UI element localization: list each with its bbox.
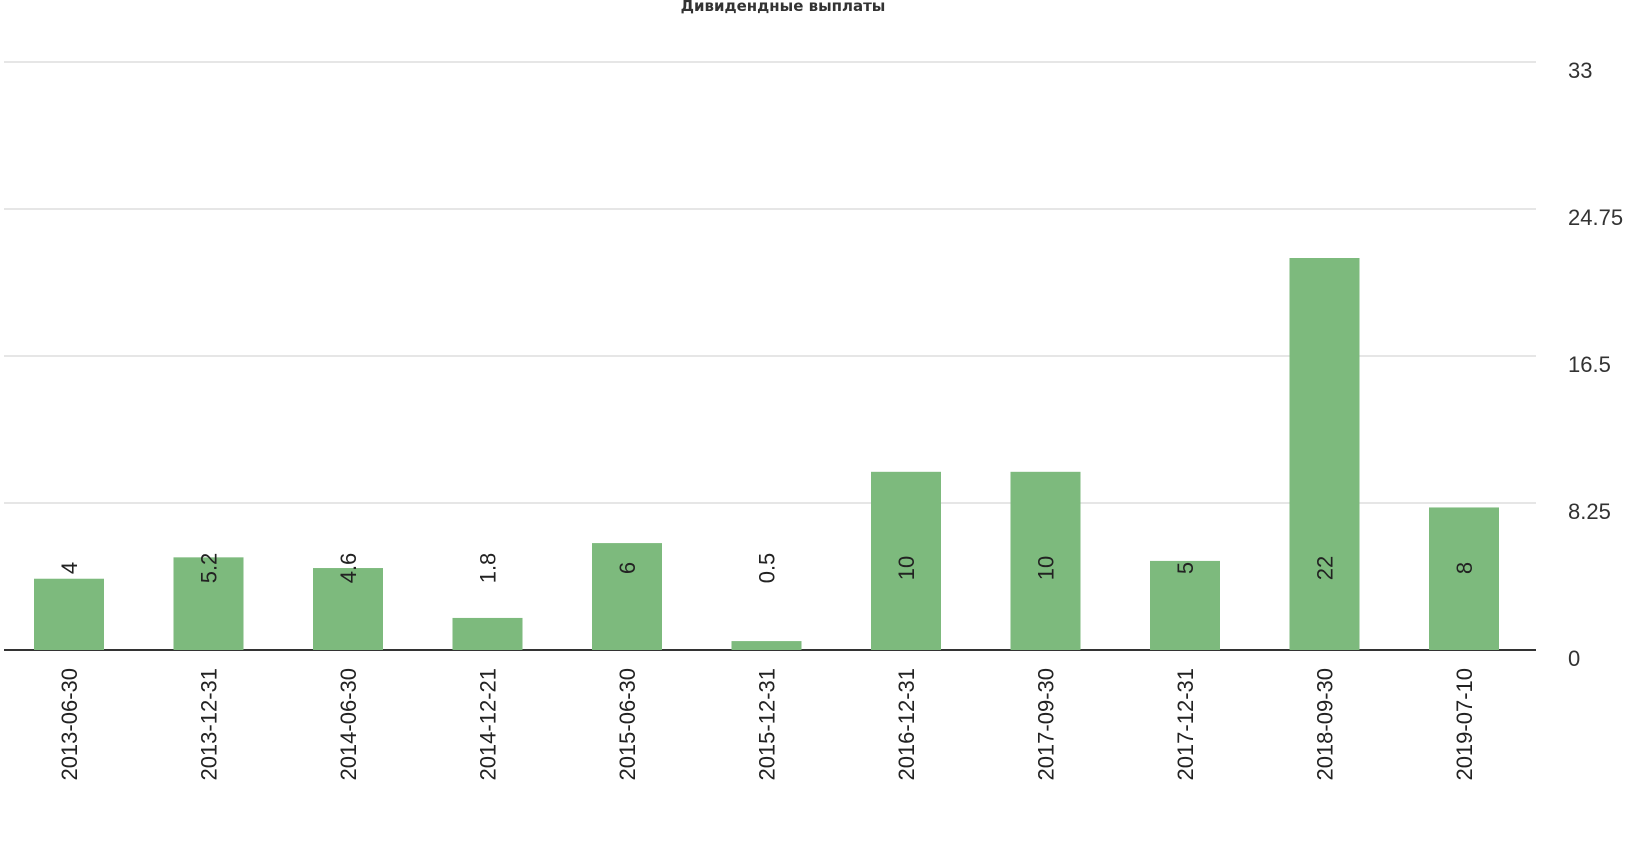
- data-label: 5.2: [197, 553, 222, 584]
- data-label: 8: [1452, 562, 1477, 574]
- data-label: 22: [1313, 556, 1338, 580]
- bars: [34, 258, 1499, 650]
- bar: [452, 617, 523, 650]
- bar: [173, 557, 244, 650]
- chart-title: Дивидендные выплаты: [680, 0, 886, 15]
- y-tick-label: 33: [1568, 58, 1592, 83]
- x-tick-label: 2018-09-30: [1313, 668, 1338, 781]
- bar: [34, 578, 104, 650]
- x-tick-label: 2017-09-30: [1034, 668, 1059, 781]
- y-tick-label: 8.25: [1568, 499, 1611, 524]
- data-label: 4.6: [336, 553, 361, 584]
- y-tick-label: 16.5: [1568, 352, 1611, 377]
- bar: [1010, 471, 1081, 650]
- bar: [1289, 258, 1360, 650]
- y-tick-label: 0: [1568, 646, 1580, 671]
- x-axis-ticks: 2013-06-30 2013-12-31 2014-06-30 2014-12-21…: [57, 668, 1477, 781]
- x-tick-label: 2015-06-30: [615, 668, 640, 781]
- bar: [1429, 507, 1499, 650]
- x-tick-label: 2019-07-10: [1452, 668, 1477, 781]
- data-label: 4: [57, 562, 82, 574]
- x-tick-label: 2014-06-30: [336, 668, 361, 781]
- bar: [313, 568, 383, 650]
- x-tick-label: 2013-06-30: [57, 668, 82, 781]
- data-label: 10: [1034, 556, 1059, 580]
- x-tick-label: 2017-12-31: [1173, 668, 1198, 781]
- bar: [1150, 560, 1220, 650]
- bar: [731, 641, 802, 650]
- bar: [592, 543, 662, 650]
- x-tick-label: 2014-12-21: [476, 668, 501, 781]
- data-label: 6: [615, 562, 640, 574]
- x-tick-label: 2016-12-31: [894, 668, 919, 781]
- y-axis-ticks: 0 8.25 16.5 24.75 33: [1568, 58, 1623, 671]
- bar: [871, 471, 941, 650]
- x-tick-label: 2015-12-31: [755, 668, 780, 781]
- data-label: 10: [894, 556, 919, 580]
- data-label: 5: [1173, 562, 1198, 574]
- data-labels: 4 5.2 4.6 1.8 6 0.5 10 10 5 22 8: [57, 553, 1477, 584]
- data-label: 1.8: [476, 553, 501, 584]
- y-tick-label: 24.75: [1568, 205, 1623, 230]
- x-tick-label: 2013-12-31: [197, 668, 222, 781]
- data-label: 0.5: [755, 553, 780, 584]
